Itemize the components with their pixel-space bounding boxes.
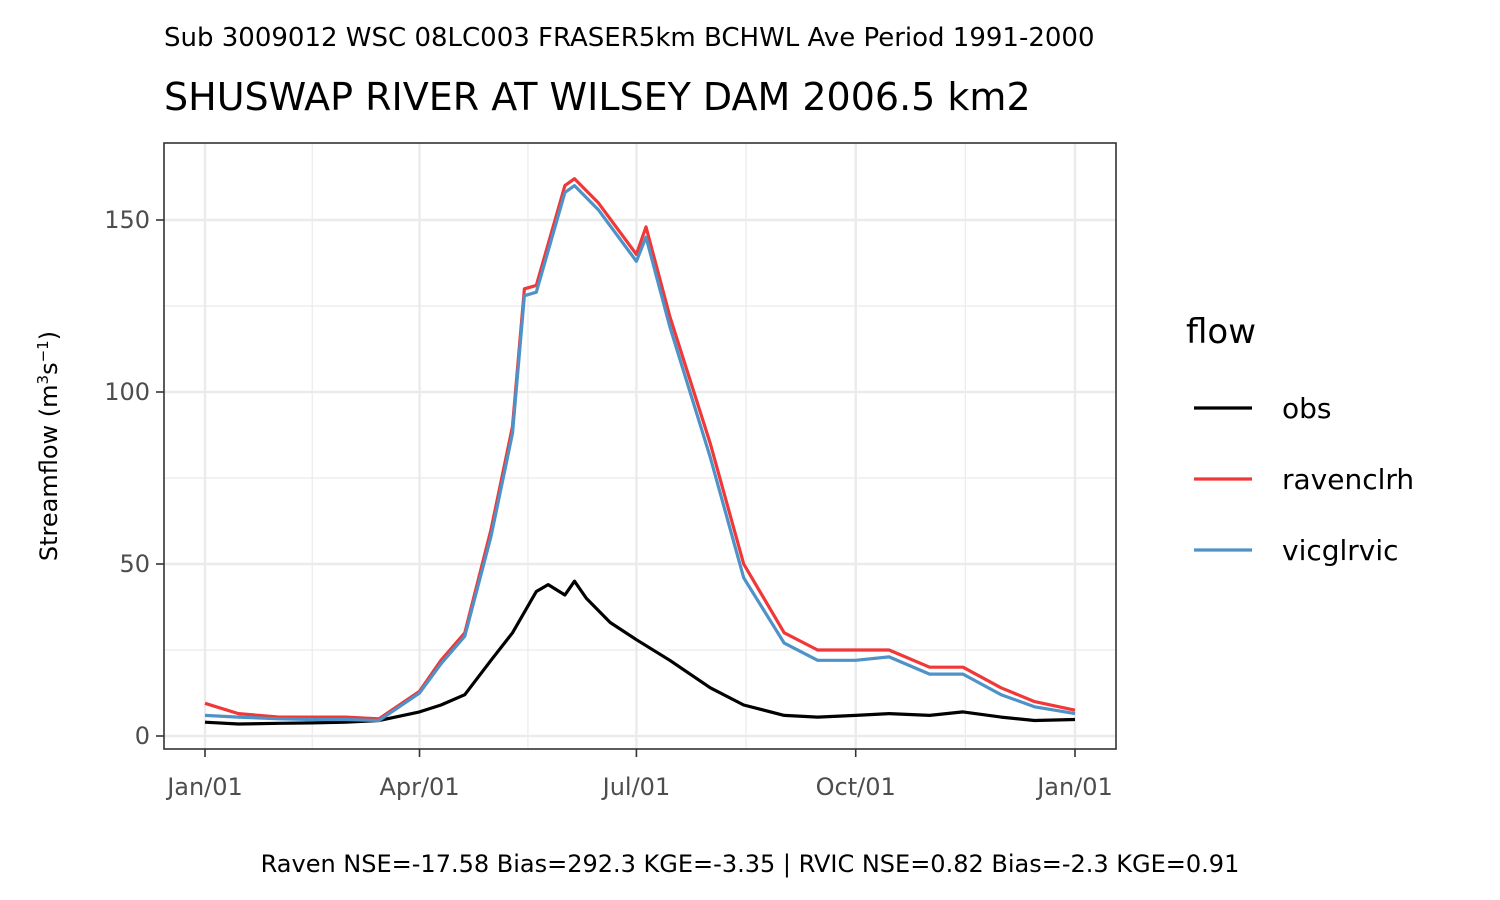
series-line-obs [204,579,1076,726]
y-tick-label: 50 [119,550,150,578]
y-axis-label-mid: s [35,362,63,375]
x-tick-label: Jan/01 [165,773,243,801]
y-tick-label: 150 [104,206,150,234]
y-tick-label: 0 [135,722,150,750]
series-lines [204,177,1076,726]
legend-label-vicglrvic: vicglrvic [1282,534,1399,567]
x-tick-label: Apr/01 [379,773,459,801]
legend-items: obs ravenclrh vicglrvic [1194,392,1414,567]
plot-panel-border [163,142,1117,750]
y-axis-ticks: 0 50 100 150 [104,206,164,750]
major-gridlines [164,143,1116,749]
y-axis-label-main: Streamflow (m [35,384,63,561]
legend-item-ravenclrh: ravenclrh [1194,463,1414,496]
chart-title: SHUSWAP RIVER AT WILSEY DAM 2006.5 km2 [164,75,1031,119]
chart-subtitle: Sub 3009012 WSC 08LC003 FRASER5km BCHWL … [164,23,1095,53]
x-tick-label: Oct/01 [816,773,896,801]
minor-gridlines [164,143,1116,749]
x-axis-ticks: Jan/01 Apr/01 Jul/01 Oct/01 Jan/01 [165,749,1113,801]
series-line-vicglrvic [204,184,1076,723]
y-axis-label: Streamflow (m3s−1) [34,331,63,561]
chart-caption: Raven NSE=-17.58 Bias=292.3 KGE=-3.35 | … [261,850,1240,878]
legend-title: flow [1186,312,1256,352]
x-tick-label: Jan/01 [1035,773,1113,801]
y-axis-label-end: ) [35,331,63,340]
legend-item-obs: obs [1194,392,1332,425]
y-axis-label-sup2: −1 [34,340,52,362]
legend-item-vicglrvic: vicglrvic [1194,534,1399,567]
legend-label-obs: obs [1282,392,1332,425]
series-line-ravenclrh [204,177,1076,721]
legend-label-ravenclrh: ravenclrh [1282,463,1414,496]
y-axis-label-sup1: 3 [34,375,52,385]
x-tick-label: Jul/01 [601,773,671,801]
legend: flow obs ravenclrh vicglrvic [1186,312,1414,567]
y-tick-label: 100 [104,378,150,406]
